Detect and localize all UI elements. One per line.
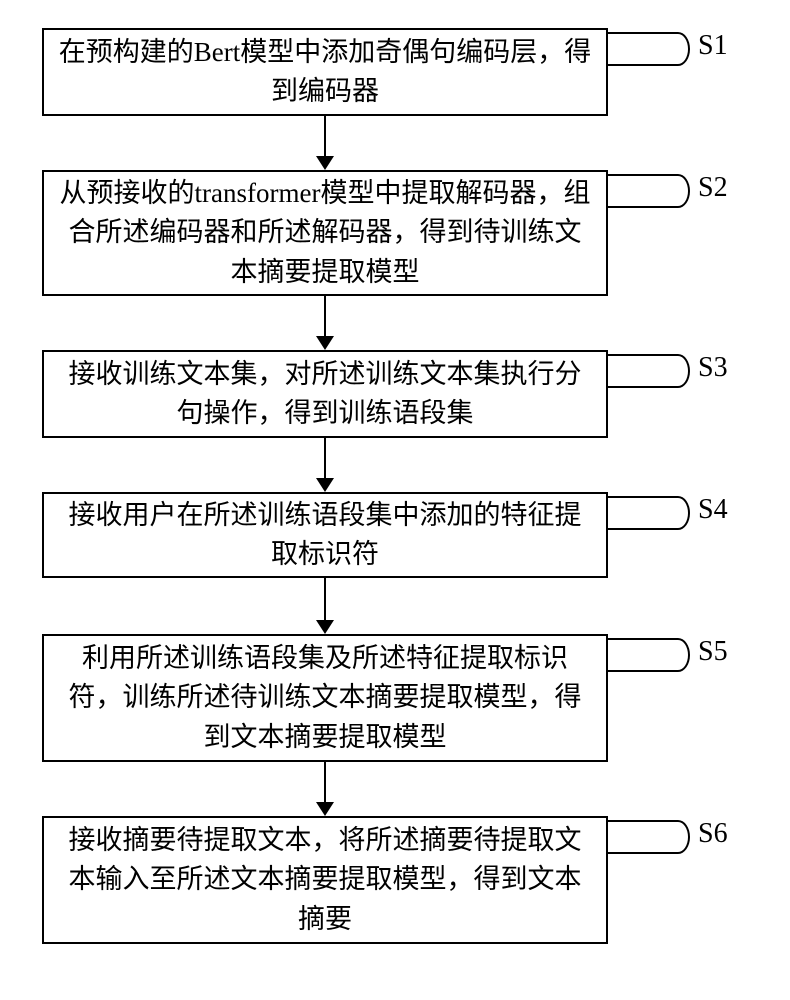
arrow-down-icon [316, 802, 334, 816]
flow-node-text: 接收训练文本集，对所述训练文本集执行分句操作，得到训练语段集 [58, 355, 592, 433]
flow-edge [324, 296, 326, 338]
flow-node-text: 接收摘要待提取文本，将所述摘要待提取文本输入至所述文本摘要提取模型，得到文本摘要 [58, 821, 592, 938]
flow-node-s6: 接收摘要待提取文本，将所述摘要待提取文本输入至所述文本摘要提取模型，得到文本摘要 [42, 816, 608, 944]
step-label-s3: S3 [698, 352, 728, 384]
step-label-s5: S5 [698, 636, 728, 668]
flow-node-text: 从预接收的transformer模型中提取解码器，组合所述编码器和所述解码器，得… [58, 174, 592, 291]
flow-node-s3: 接收训练文本集，对所述训练文本集执行分句操作，得到训练语段集 [42, 350, 608, 438]
callout-curve [608, 638, 690, 672]
flow-edge [324, 762, 326, 804]
flow-node-text: 接收用户在所述训练语段集中添加的特征提取标识符 [58, 496, 592, 574]
flow-edge [324, 438, 326, 480]
flow-edge [324, 116, 326, 158]
callout-curve [608, 820, 690, 854]
arrow-down-icon [316, 156, 334, 170]
arrow-down-icon [316, 620, 334, 634]
step-label-s2: S2 [698, 172, 728, 204]
callout-curve [608, 496, 690, 530]
flow-node-s5: 利用所述训练语段集及所述特征提取标识符，训练所述待训练文本摘要提取模型，得到文本… [42, 634, 608, 762]
step-label-s6: S6 [698, 818, 728, 850]
flow-node-s2: 从预接收的transformer模型中提取解码器，组合所述编码器和所述解码器，得… [42, 170, 608, 296]
callout-curve [608, 174, 690, 208]
arrow-down-icon [316, 336, 334, 350]
step-label-s1: S1 [698, 30, 728, 62]
flow-node-text: 利用所述训练语段集及所述特征提取标识符，训练所述待训练文本摘要提取模型，得到文本… [58, 639, 592, 756]
arrow-down-icon [316, 478, 334, 492]
callout-curve [608, 354, 690, 388]
flow-node-text: 在预构建的Bert模型中添加奇偶句编码层，得到编码器 [58, 33, 592, 111]
flowchart-canvas: 在预构建的Bert模型中添加奇偶句编码层，得到编码器 从预接收的transfor… [0, 0, 790, 1000]
flow-node-s4: 接收用户在所述训练语段集中添加的特征提取标识符 [42, 492, 608, 578]
step-label-s4: S4 [698, 494, 728, 526]
callout-curve [608, 32, 690, 66]
flow-node-s1: 在预构建的Bert模型中添加奇偶句编码层，得到编码器 [42, 28, 608, 116]
flow-edge [324, 578, 326, 622]
